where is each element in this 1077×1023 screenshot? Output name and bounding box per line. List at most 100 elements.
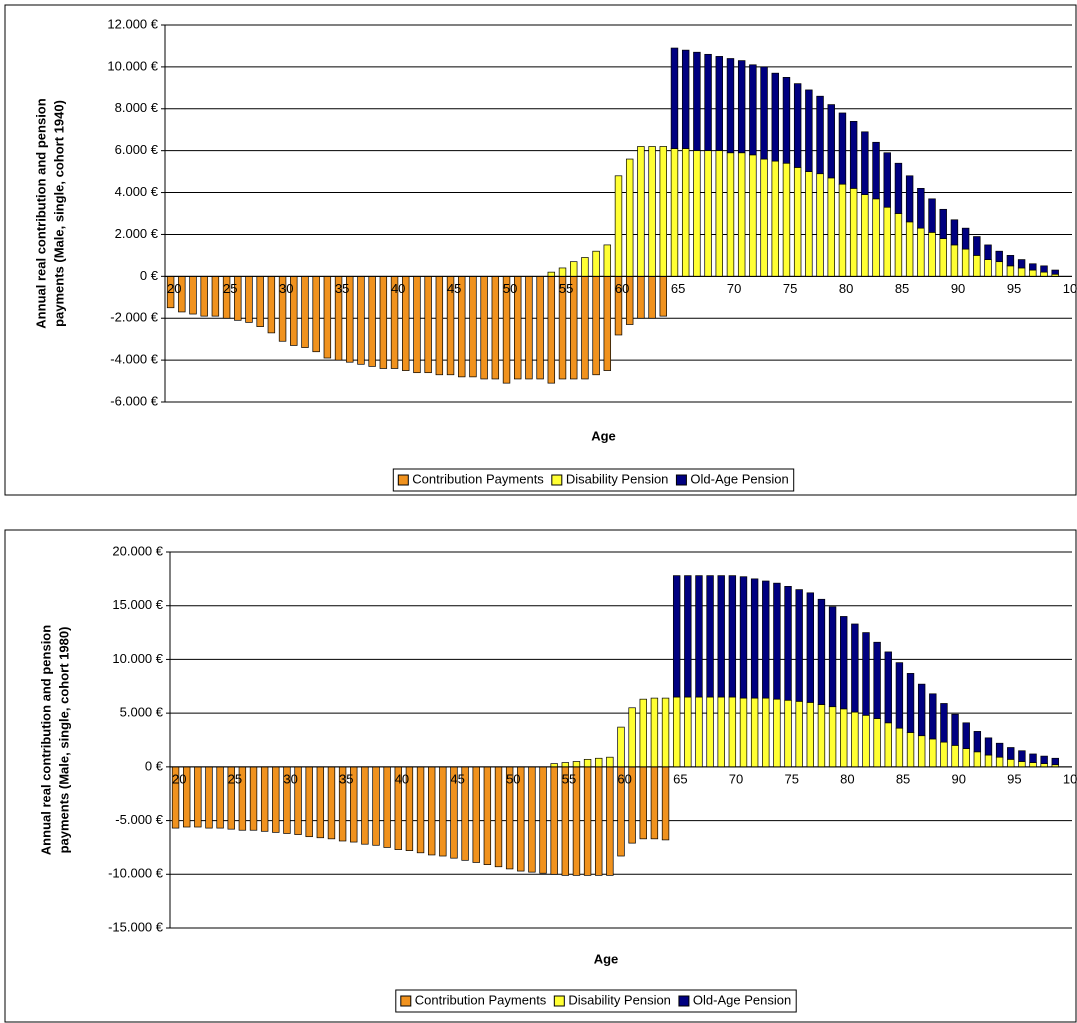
bar [617,726,625,768]
bar [368,275,376,367]
bar [950,244,959,277]
bar [939,238,947,277]
bar [862,714,870,768]
bar [659,275,667,317]
bar [737,60,746,154]
bar [1017,267,1026,277]
bar [650,766,659,840]
bar [413,275,421,374]
bar [483,766,492,865]
x-tick-label: 90 [952,771,966,786]
legend-swatch [553,995,565,1007]
bar [739,576,748,699]
bar [211,275,220,317]
y-tick-label: 2.000 € [115,226,159,241]
bar [661,697,670,768]
y-tick-label: -15.000 € [108,919,164,934]
bar [962,722,970,749]
bar [323,275,332,359]
bar [327,766,336,840]
y-axis-label-line: payments (Male, single, cohort 1940) [51,100,66,327]
bar [928,198,936,233]
bar [762,580,770,699]
y-tick-label: -5.000 € [115,812,163,827]
chart-frame [4,529,1077,1023]
bar [1040,755,1048,764]
chart-frame [4,4,1077,496]
bar [1051,757,1059,766]
bar [1040,265,1048,273]
bar [917,735,926,768]
bar [861,194,869,277]
bar [695,696,703,768]
bar [984,259,992,277]
bar [305,766,313,838]
bar [1040,271,1048,277]
bar [681,148,690,277]
x-tick-label: 95 [1007,281,1021,296]
x-tick-label: 55 [562,771,576,786]
legend-swatch [551,474,563,486]
legend-swatch [397,474,409,486]
bar [973,236,981,256]
bar [650,697,659,768]
bar [491,275,500,380]
bar [672,696,681,768]
x-tick-label: 25 [223,281,237,296]
x-tick-label: 85 [895,281,909,296]
bar [805,171,813,277]
bar [749,64,757,156]
legend-label: Contribution Payments [415,992,547,1007]
legend-label: Disability Pension [568,992,671,1007]
bar [435,275,444,376]
bar [760,66,768,160]
bar [973,751,982,768]
bar [806,592,814,703]
bar [806,702,814,768]
bar [726,58,735,154]
bar [940,703,948,743]
y-tick-label: -10.000 € [108,866,164,881]
bar [670,47,679,149]
x-tick-label: 90 [951,281,965,296]
bar [928,232,936,277]
bar [827,104,835,179]
bar [547,271,556,277]
legend-label: Disability Pension [566,471,669,486]
x-tick-label: 70 [729,771,743,786]
bar [704,150,712,277]
x-tick-label: 40 [391,281,405,296]
bar [572,761,581,768]
bar [840,616,848,710]
bar [637,275,645,319]
bar [737,152,746,277]
bar [817,598,826,705]
bar [715,150,723,277]
bar [639,698,647,768]
y-tick-label: 12.000 € [107,16,158,31]
bar [793,83,802,168]
bar [637,146,645,277]
bar [1029,263,1037,271]
bar [717,575,725,698]
bar [728,696,737,768]
bar [706,575,714,698]
bar [245,275,253,323]
chart: -15.000 € -10.000 € -5.000 € 0 € 5.000 € 10.0… [38,543,1077,1013]
bar [672,575,681,698]
bar [361,766,369,845]
bar [995,250,1003,263]
bar [884,651,892,724]
x-tick-label: 30 [279,281,293,296]
y-axis-label-line: Annual real contribution and pension [33,98,48,328]
bar [372,766,380,846]
x-tick-label: 20 [172,771,186,786]
bar [862,632,870,716]
bar [383,766,391,848]
bar [595,757,603,768]
bar [905,175,914,223]
bar [547,275,556,384]
y-axis-label-line: payments (Male, single, cohort 1980) [56,627,71,854]
bar [614,175,623,277]
